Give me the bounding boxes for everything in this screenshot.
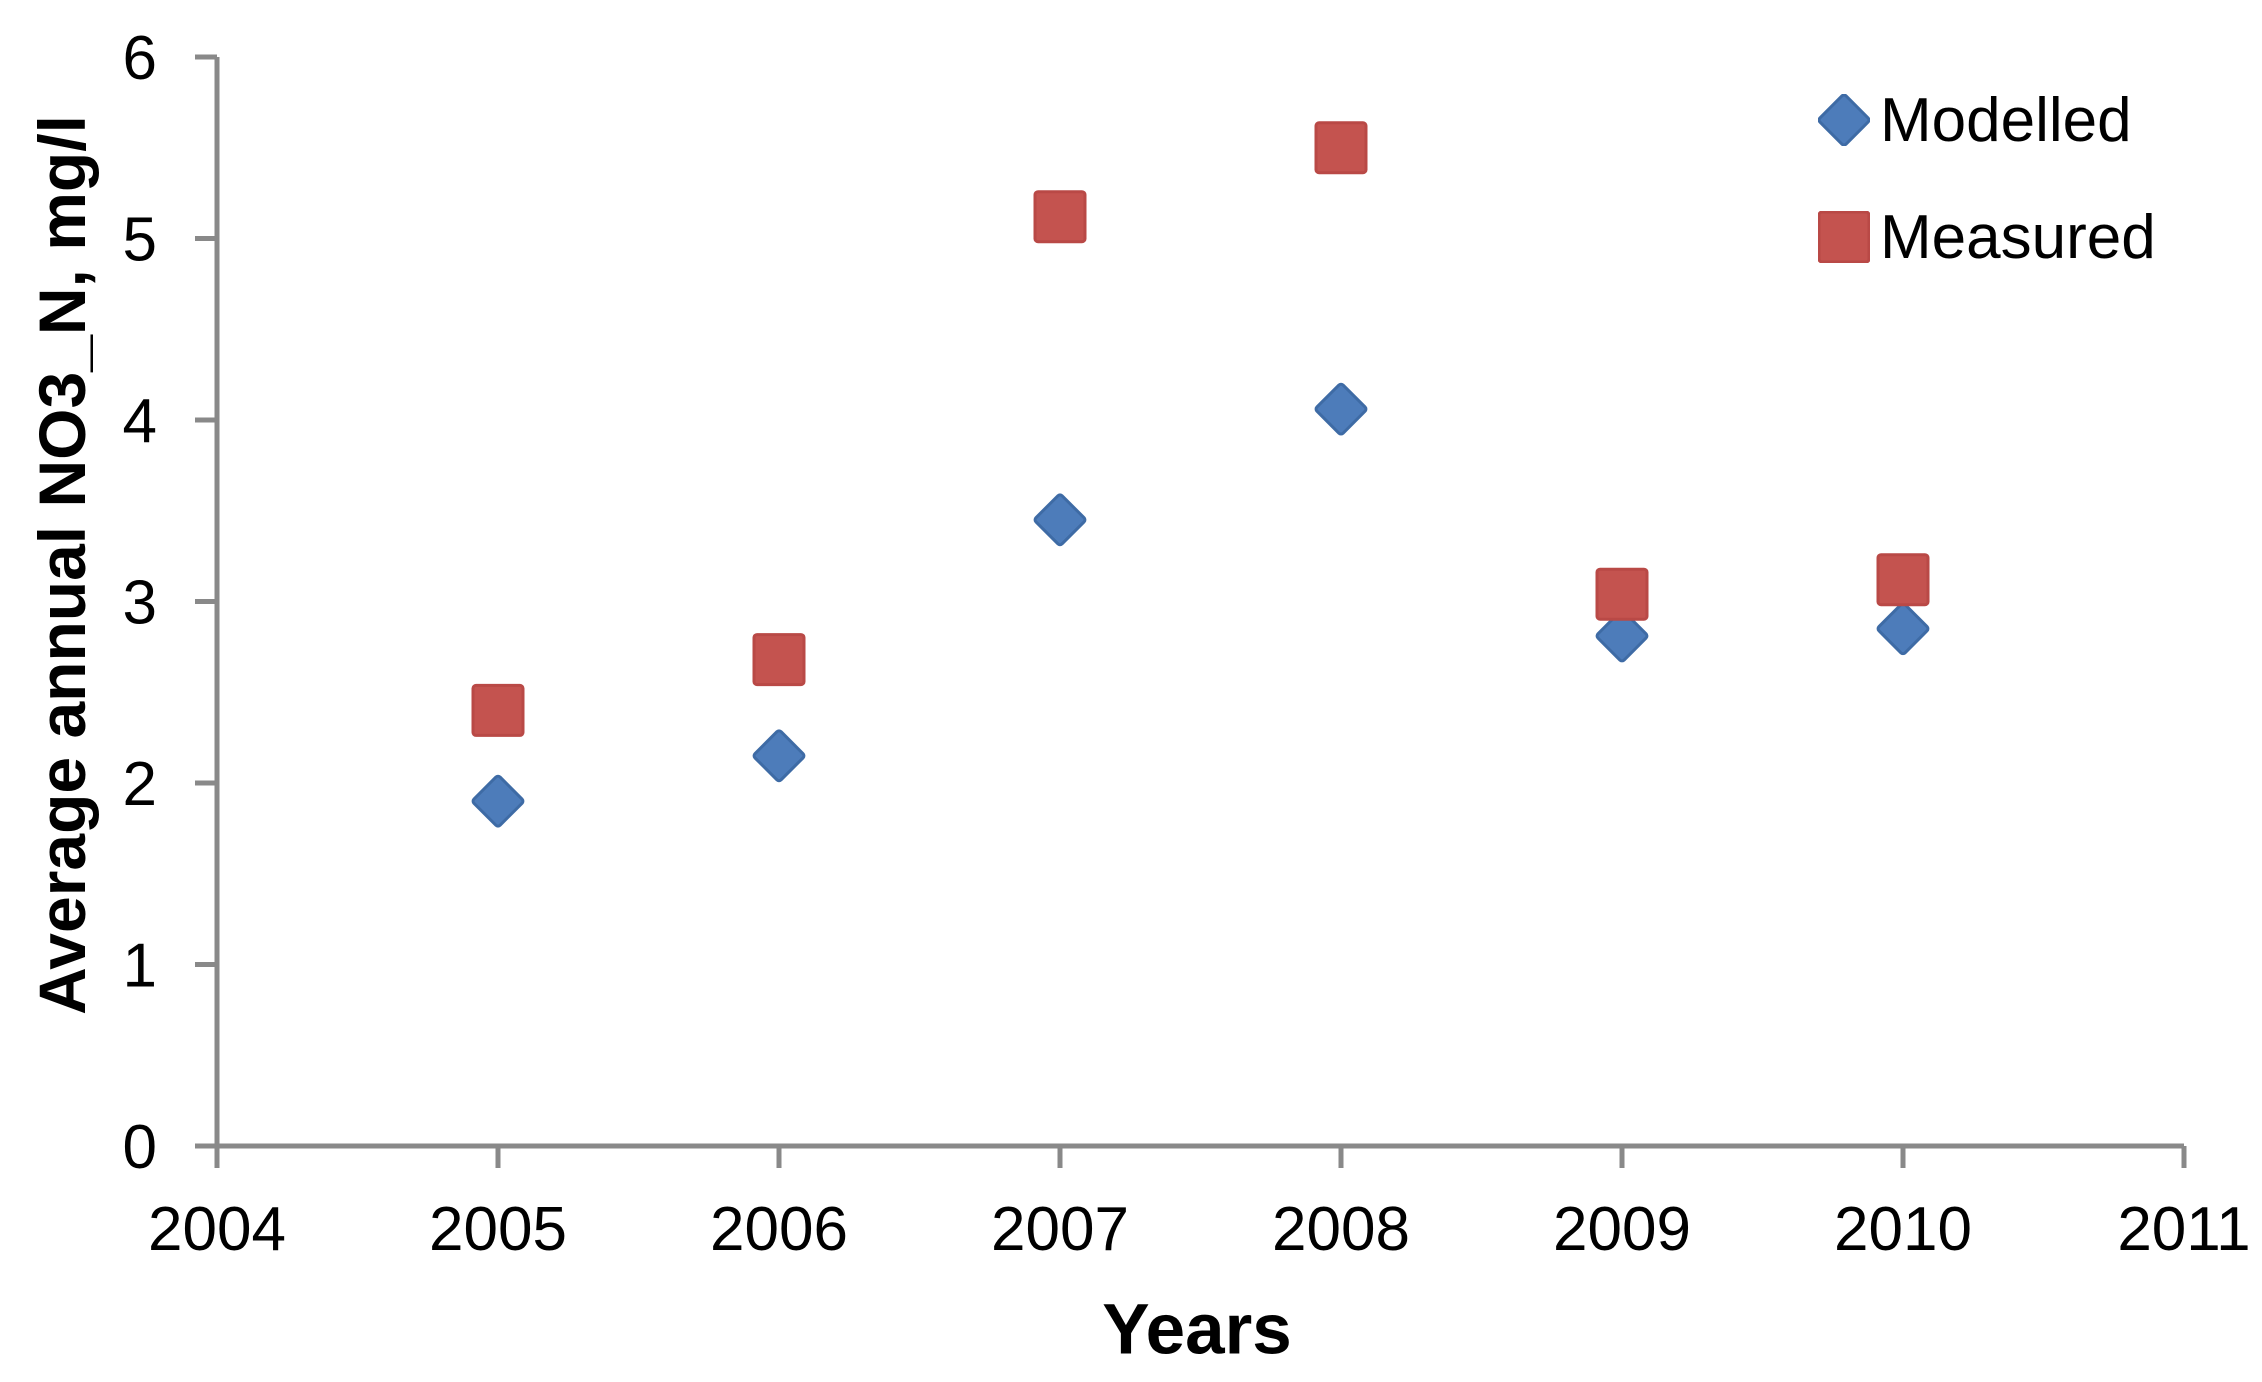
svg-text:4: 4 bbox=[123, 387, 157, 456]
legend-item-modelled-label: Modelled bbox=[1880, 85, 2132, 155]
svg-text:2004: 2004 bbox=[148, 1195, 286, 1264]
svg-text:2007: 2007 bbox=[991, 1195, 1129, 1264]
svg-text:2006: 2006 bbox=[710, 1195, 848, 1264]
svg-text:2010: 2010 bbox=[1834, 1195, 1972, 1264]
svg-text:2: 2 bbox=[123, 750, 157, 819]
legend-item-modelled: Modelled bbox=[1818, 86, 2156, 155]
svg-text:2011: 2011 bbox=[2117, 1195, 2250, 1264]
legend-item-measured-label: Measured bbox=[1880, 202, 2156, 272]
svg-text:5: 5 bbox=[123, 206, 157, 275]
legend-item-measured: Measured bbox=[1818, 203, 2156, 272]
svg-text:2009: 2009 bbox=[1553, 1195, 1691, 1264]
svg-text:2005: 2005 bbox=[429, 1195, 567, 1264]
x-axis-title: Years bbox=[1102, 1290, 1292, 1370]
measured-square-icon bbox=[1818, 211, 1870, 263]
svg-text:6: 6 bbox=[123, 24, 157, 93]
y-axis-title: Average annual NO3_N, mg/l bbox=[25, 115, 99, 1015]
svg-text:0: 0 bbox=[123, 1113, 157, 1182]
modelled-diamond-icon bbox=[1818, 94, 1870, 146]
legend: Modelled Measured bbox=[1818, 86, 2156, 322]
svg-text:2008: 2008 bbox=[1272, 1195, 1410, 1264]
svg-text:3: 3 bbox=[123, 569, 157, 638]
svg-text:1: 1 bbox=[123, 932, 157, 1001]
